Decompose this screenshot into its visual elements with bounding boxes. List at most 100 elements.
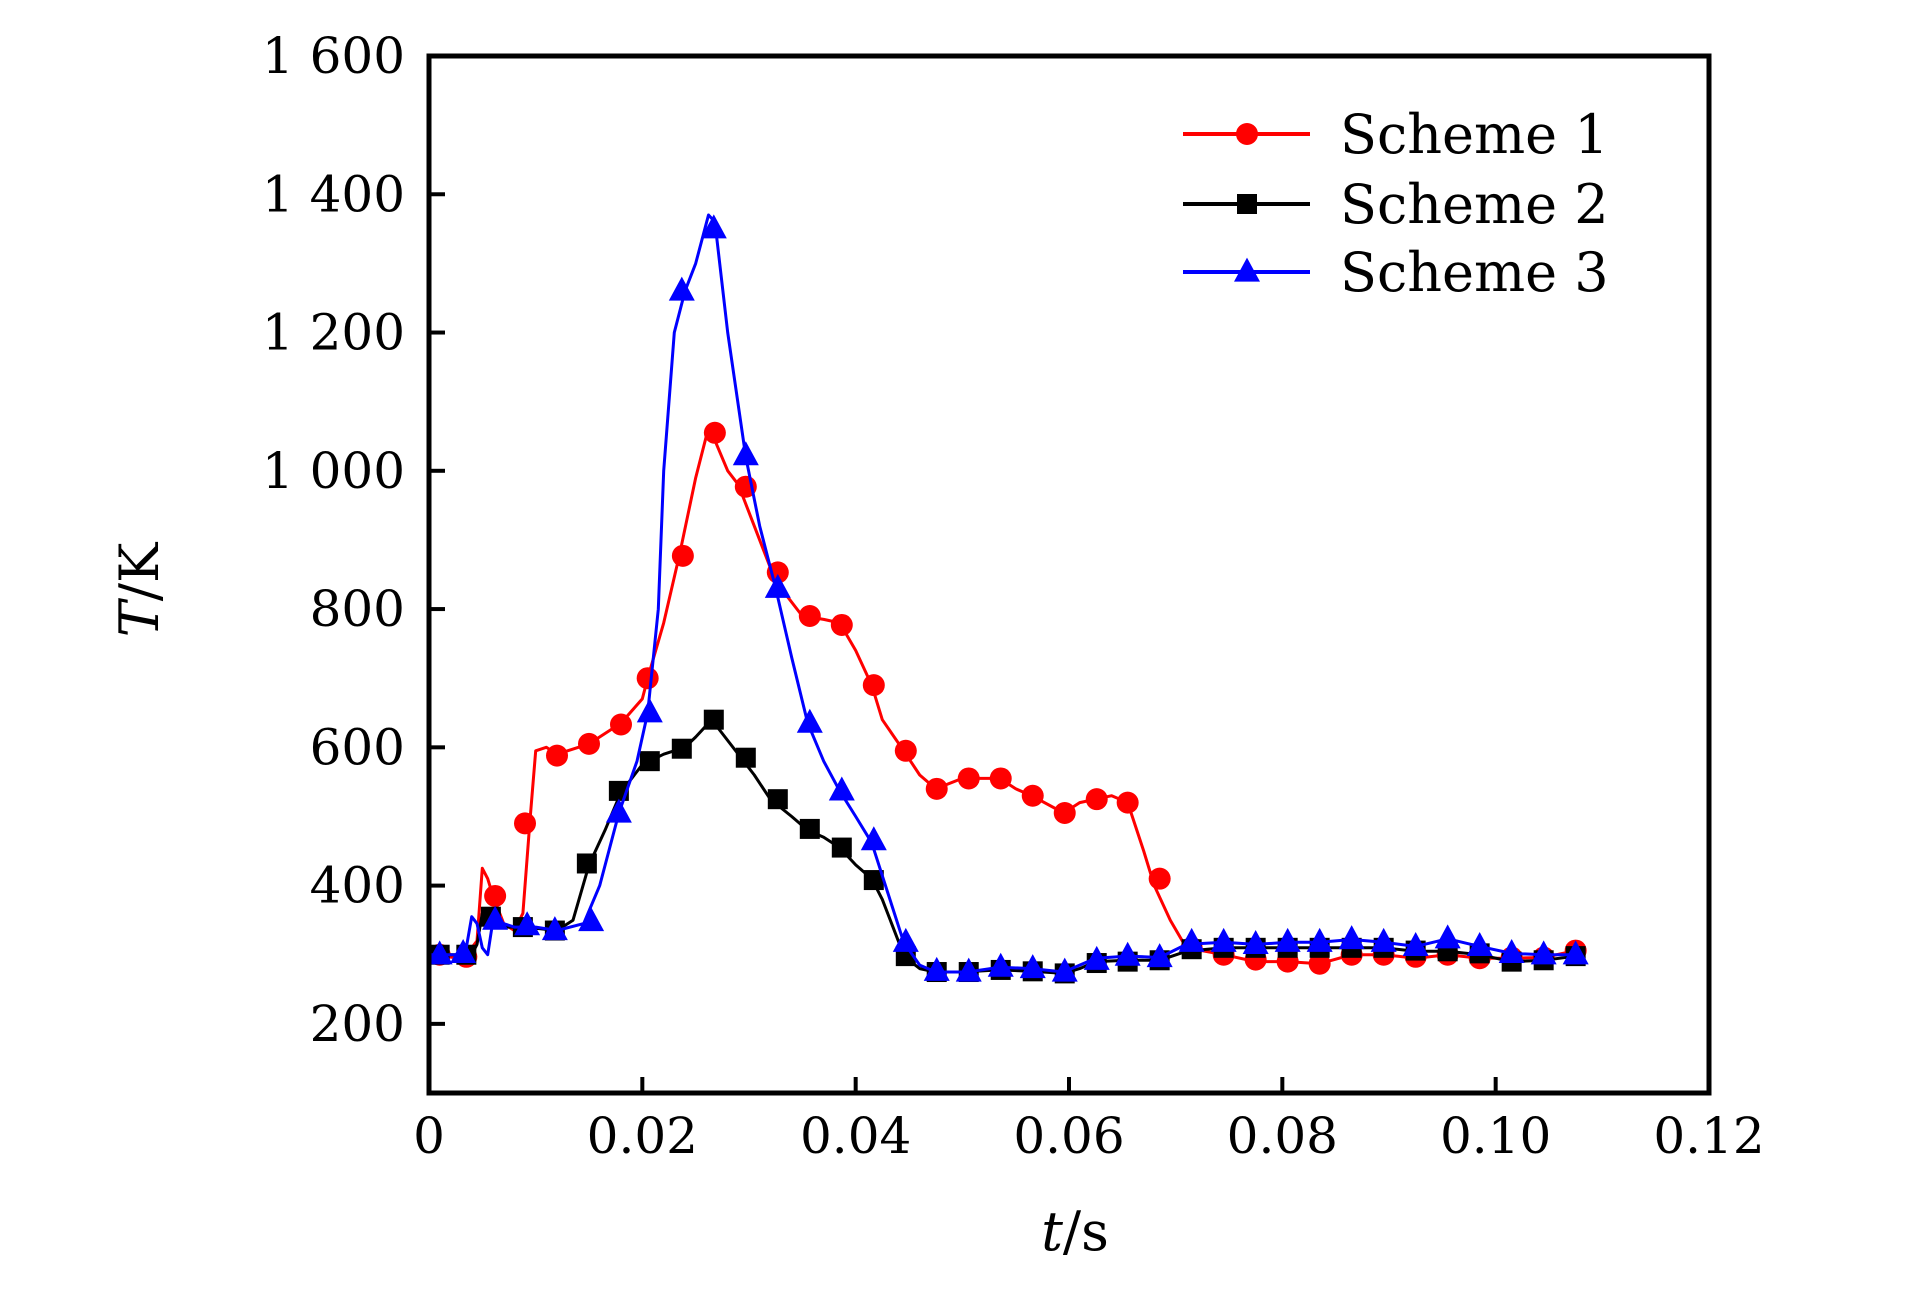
series-2-point (863, 870, 884, 891)
series-3-point (482, 905, 509, 930)
series-3-point (1370, 927, 1397, 952)
y-tick-label: 1 200 (262, 304, 405, 362)
series-3-point (1114, 941, 1141, 966)
x-axis-var: t (1041, 1200, 1063, 1263)
x-tick-label: 0.10 (1440, 1107, 1551, 1165)
series-1-point (830, 613, 853, 636)
series-3-point (450, 938, 477, 963)
series-3-point (1210, 927, 1237, 952)
y-tick-label: 400 (310, 857, 405, 915)
series-1-point (514, 812, 536, 835)
series-3-point (764, 573, 791, 598)
y-tick-label: 800 (310, 580, 405, 638)
series-2-point (639, 751, 660, 772)
series-3-point (605, 798, 632, 823)
x-tick-label: 0.04 (800, 1107, 911, 1165)
series-1-point (894, 739, 917, 762)
series-3-point (578, 907, 605, 932)
series-3-point (987, 952, 1014, 977)
legend-marker (1236, 123, 1258, 145)
series-3-point (1466, 932, 1493, 957)
series-1-point (610, 713, 632, 736)
series-3-point (1434, 924, 1461, 949)
series-1-point (862, 674, 885, 697)
series-2-point (831, 837, 852, 858)
series-3-point (923, 956, 950, 981)
series-1-point (636, 667, 659, 690)
series-3-point (1019, 954, 1046, 979)
series-layer (426, 213, 1589, 984)
series-3-point (1562, 940, 1589, 965)
series-3-point (1242, 929, 1269, 954)
series-1-point (484, 884, 507, 907)
x-axis-unit: /s (1063, 1200, 1109, 1263)
series-3-point (892, 927, 919, 952)
series-2-point (799, 818, 820, 839)
series-3-point (541, 916, 568, 941)
series-3-point (514, 911, 541, 936)
series-3-point (1402, 932, 1429, 957)
x-tick-label: 0.02 (587, 1107, 698, 1165)
x-tick-label: 0.12 (1653, 1107, 1764, 1165)
series-1-point (578, 732, 600, 755)
ticks-layer (427, 54, 1711, 1093)
series-3-point (955, 957, 982, 982)
series-3-point (1338, 925, 1365, 950)
series-1-point (546, 744, 568, 767)
series-3-point (1178, 927, 1205, 952)
series-1-point (1085, 788, 1108, 811)
series-2-point (767, 789, 788, 810)
series-2-point (576, 853, 597, 874)
series-1-point (1021, 784, 1044, 807)
series-3-point (1498, 938, 1525, 963)
legend-label: Scheme 3 (1340, 241, 1609, 304)
series-3-point (700, 214, 727, 239)
series-1-point (1053, 802, 1076, 825)
series-3-line (429, 213, 1576, 974)
series-3-point (1530, 940, 1557, 965)
series-1-point (1308, 952, 1331, 975)
y-tick-label: 600 (310, 718, 405, 776)
series-3-point (1083, 945, 1110, 970)
y-tick-label: 1 600 (262, 27, 405, 85)
series-3-point (668, 276, 695, 301)
series-3-point (1051, 957, 1078, 982)
series-1-point (703, 421, 726, 444)
y-axis-var: T (108, 597, 171, 637)
y-axis-title: T/K (108, 541, 171, 637)
svg-text:t/s: t/s (1041, 1200, 1109, 1263)
y-tick-label: 1 400 (262, 165, 405, 223)
series-3 (426, 213, 1589, 982)
series-3-point (426, 940, 453, 965)
legend-label: Scheme 1 (1340, 103, 1609, 166)
series-3-point (1306, 927, 1333, 952)
series-3-point (636, 698, 663, 723)
series-3-point (796, 708, 823, 733)
series-1-point (798, 604, 821, 627)
labels-layer: 0 0.02 0.04 0.06 0.08 0.10 0.12 200 400 600 800 1 0… (262, 27, 1765, 1165)
series-2-point (703, 709, 724, 730)
legend-marker (1237, 194, 1257, 214)
x-tick-label: 0 (413, 1107, 445, 1165)
x-axis-title: t/s (1041, 1200, 1109, 1263)
legend-marker (1234, 257, 1260, 282)
legend-item-1: Scheme 1 (1183, 103, 1609, 166)
svg-text:T/K: T/K (108, 541, 171, 637)
series-1-point (957, 767, 980, 790)
series-1-point (671, 544, 694, 567)
y-tick-label: 1 000 (262, 442, 405, 500)
legend-item-2: Scheme 2 (1183, 173, 1609, 236)
legend-label: Scheme 2 (1340, 173, 1609, 236)
series-3-point (1274, 927, 1301, 952)
series-2-point (735, 747, 756, 768)
series-3-point (1146, 943, 1173, 968)
series-1-point (925, 777, 948, 800)
series-3-point (732, 441, 759, 466)
legend-item-3: Scheme 3 (1183, 241, 1609, 304)
y-tick-label: 200 (310, 995, 405, 1053)
series-3-point (828, 776, 855, 801)
y-axis-unit: /K (108, 541, 171, 601)
x-tick-label: 0.06 (1013, 1107, 1124, 1165)
